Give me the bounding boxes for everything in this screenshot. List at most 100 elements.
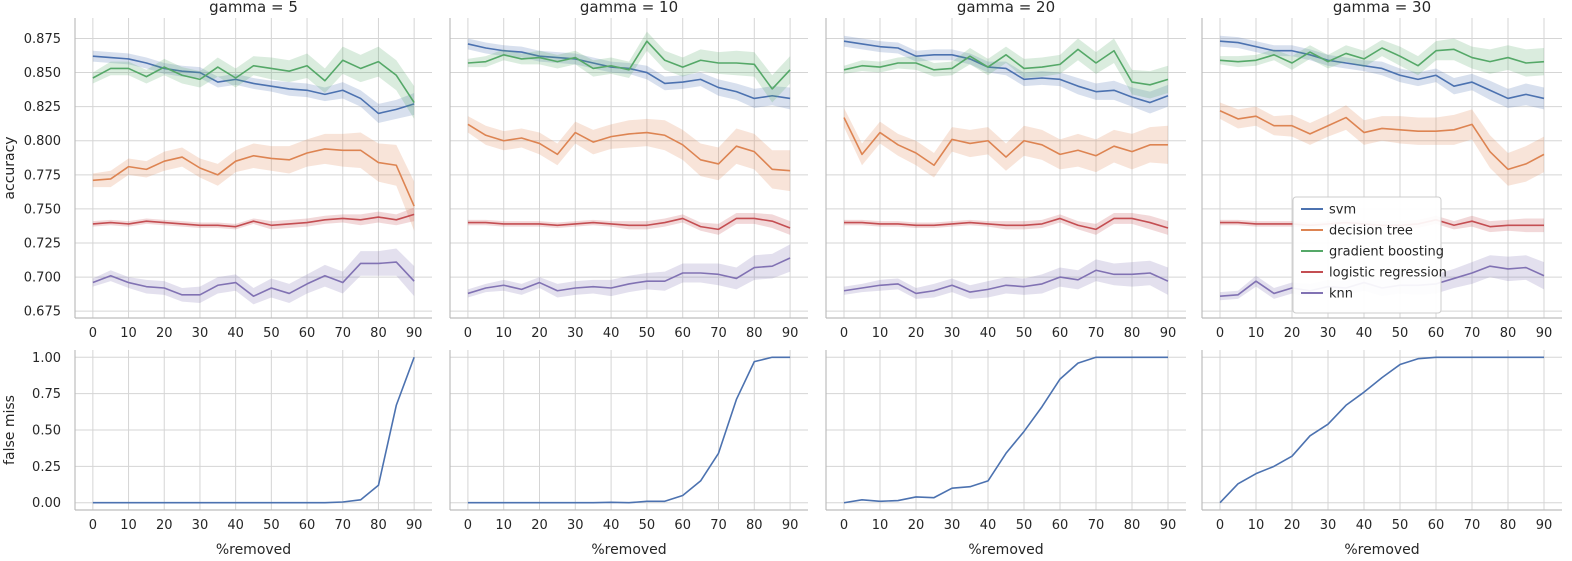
series-line-decision-tree [843,117,1168,167]
x-axis-label: %removed [216,542,291,558]
legend: svm decision tree gradient boosting logisti… [1292,196,1447,314]
series-line-logistic-regression [92,213,415,228]
x-tick-label: 90 [1536,518,1553,533]
false-miss-line [843,356,1168,504]
x-tick-label: 70 [1088,518,1105,533]
ci-band-decision-tree [467,116,791,192]
x-tick-label: 80 [746,326,763,341]
x-tick-label: 60 [674,518,691,533]
x-tick-label: 40 [227,326,244,341]
x-tick-label: 70 [334,326,351,341]
ci-band-gradient-boosting [467,31,791,103]
series-line-gradient-boosting [843,48,1169,86]
series-line-decision-tree [467,123,791,172]
x-tick-label: 20 [531,326,548,341]
x-tick-label: 80 [746,518,763,533]
y-axis-label: false miss [2,395,18,465]
panel-accuracy-gamma-10: 0 10 20 30 40 50 60 70 80 90 gamma = 10 [449,0,808,341]
x-tick-label: 50 [263,518,280,533]
x-tick-label: 50 [639,326,656,341]
ci-band-gradient-boosting [92,46,415,119]
x-tick-label: 60 [674,326,691,341]
x-tick-label: 60 [1052,326,1069,341]
y-tick-label: 0.775 [24,168,61,183]
x-tick-label: 80 [1124,518,1141,533]
series-line-gradient-boosting [1219,47,1545,67]
ci-band-svm [1220,35,1544,110]
x-tick-label: 30 [944,326,961,341]
panel-false-miss-gamma-30: 0 10 20 30 40 50 60 70 80 90 %removed [1201,350,1562,558]
x-tick-label: 90 [406,518,423,533]
x-axis-label: %removed [591,542,666,558]
x-tick-label: 80 [370,326,387,341]
x-tick-label: 30 [567,518,584,533]
x-tick-label: 50 [639,518,656,533]
y-tick-label: 0.700 [24,271,61,286]
x-tick-label: 0 [1216,518,1224,533]
panel-false-miss-gamma-20: 0 10 20 30 40 50 60 70 80 90 %removed [825,350,1186,558]
x-tick-label: 80 [1124,326,1141,341]
legend-box [1292,196,1442,314]
x-tick-label: 0 [89,518,97,533]
x-tick-label: 90 [1160,518,1177,533]
x-tick-label: 20 [156,326,173,341]
series-line-knn [92,261,415,297]
x-tick-label: 80 [1500,518,1517,533]
y-axis-label: accuracy [2,136,18,199]
y-tick-label: 1.00 [32,351,61,366]
x-tick-label: 90 [782,326,799,341]
legend-entry-label: svm [1329,203,1356,218]
series-line-decision-tree [1219,110,1545,171]
x-tick-label: 70 [1464,326,1481,341]
x-tick-label: 50 [263,326,280,341]
y-tick-label: 0.825 [24,100,61,115]
false-miss-line [467,356,791,504]
ci-band-knn [92,248,415,305]
y-tick-label: 0.750 [24,202,61,217]
y-tick-label: 0.25 [32,460,61,475]
false-miss-line [1219,356,1544,504]
x-tick-label: 20 [1284,518,1301,533]
x-tick-label: 70 [710,518,727,533]
facet-title: gamma = 20 [957,0,1055,16]
x-tick-label: 60 [1428,326,1445,341]
x-axis-label: %removed [1344,542,1419,558]
x-tick-label: 90 [1160,326,1177,341]
y-tick-label: 0.675 [24,305,61,320]
ci-band-decision-tree [92,132,415,231]
x-tick-label: 10 [495,326,512,341]
facet-title: gamma = 30 [1333,0,1431,16]
y-tick-label: 0.800 [24,134,61,149]
x-axis-label: %removed [968,542,1043,558]
x-tick-label: 30 [1320,326,1337,341]
legend-entry-label: gradient boosting [1329,245,1444,260]
ci-band-decision-tree [1220,102,1544,186]
x-tick-label: 50 [1016,518,1033,533]
x-tick-label: 50 [1392,518,1409,533]
ci-band-knn [467,244,791,298]
ci-band-gradient-boosting [1220,38,1544,77]
legend-entry-label: knn [1329,287,1353,302]
series-line-logistic-regression [844,217,1169,231]
x-tick-label: 30 [192,326,209,341]
ci-band-logistic-regression [467,213,791,235]
series-line-svm [92,55,415,115]
x-tick-label: 90 [406,326,423,341]
x-tick-label: 50 [1392,326,1409,341]
ci-band-gradient-boosting [844,38,1168,99]
y-tick-label: 0.725 [24,237,61,252]
x-tick-label: 80 [1500,326,1517,341]
x-tick-label: 20 [908,518,925,533]
facet-title: gamma = 5 [209,0,298,16]
x-tick-label: 90 [782,518,799,533]
x-tick-label: 0 [464,518,472,533]
x-tick-label: 40 [1356,326,1373,341]
series-line-knn [843,269,1169,295]
x-tick-label: 10 [872,518,889,533]
x-tick-label: 40 [603,518,620,533]
series-line-svm [843,40,1169,104]
x-tick-label: 60 [299,518,316,533]
legend-entry-label: logistic regression [1329,266,1447,281]
series-line-logistic-regression [467,217,791,231]
series-line-gradient-boosting [92,59,415,103]
